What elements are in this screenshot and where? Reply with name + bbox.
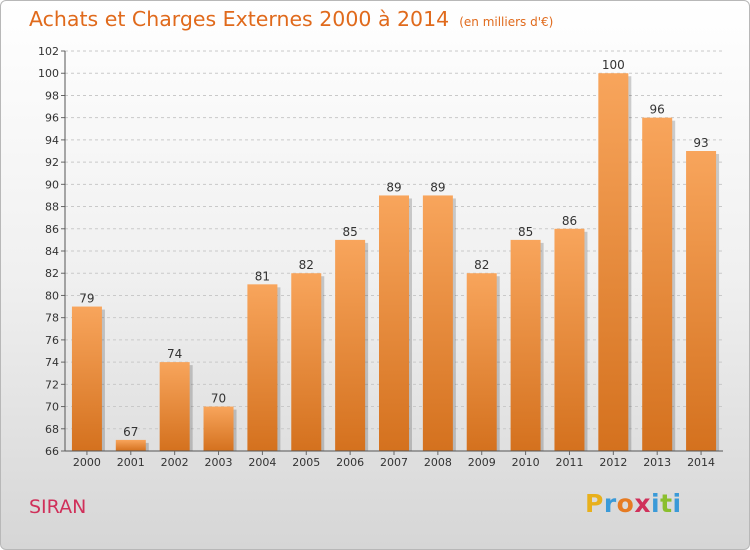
chart-title: Achats et Charges Externes 2000 à 2014 (e… — [29, 7, 553, 31]
x-tick-label: 2004 — [248, 456, 276, 469]
bar — [335, 239, 366, 451]
logo-letter: P — [585, 489, 604, 518]
y-tick-label: 96 — [45, 112, 59, 125]
x-tick-label: 2006 — [336, 456, 364, 469]
proxiti-logo: Proxiti — [585, 489, 682, 518]
title-text: Achats et Charges Externes 2000 à 2014 — [29, 7, 450, 31]
y-tick-label: 78 — [45, 312, 59, 325]
logo-letter: x — [634, 489, 651, 518]
y-tick-label: 80 — [45, 289, 59, 302]
bar — [510, 239, 541, 451]
commune-name: SIRAN — [29, 496, 87, 518]
y-tick-label: 70 — [45, 401, 59, 414]
bar — [642, 117, 673, 452]
bar-value-label: 82 — [474, 258, 489, 272]
bar-value-label: 86 — [562, 214, 577, 228]
bar — [466, 273, 497, 451]
x-tick-label: 2005 — [292, 456, 320, 469]
y-tick-label: 66 — [45, 445, 59, 458]
bar — [554, 228, 585, 451]
bar-value-label: 70 — [211, 392, 226, 406]
bar — [379, 195, 409, 451]
bar — [598, 73, 629, 451]
y-tick-label: 100 — [38, 67, 59, 80]
logo-letter: o — [616, 489, 635, 518]
bar — [159, 362, 190, 451]
x-tick-label: 2000 — [73, 456, 101, 469]
y-tick-label: 98 — [45, 89, 59, 102]
y-tick-label: 72 — [45, 378, 59, 391]
bar-value-label: 89 — [386, 180, 401, 194]
bar-value-label: 85 — [342, 225, 357, 239]
bar — [291, 273, 322, 451]
x-tick-label: 2013 — [643, 456, 671, 469]
x-tick-label: 2009 — [468, 456, 496, 469]
y-tick-label: 76 — [45, 334, 59, 347]
x-tick-label: 2010 — [512, 456, 540, 469]
bars: 79 67 74 70 81 82 85 89 89 82 85 86 100 96 93 — [71, 58, 720, 452]
logo-letter: r — [603, 489, 617, 518]
bar-value-label: 85 — [518, 225, 533, 239]
logo-letter: t — [660, 489, 673, 518]
x-tick-label: 2001 — [117, 456, 145, 469]
y-tick-label: 88 — [45, 201, 59, 214]
unit-label: (en milliers d'€) — [459, 15, 554, 29]
bar-value-label: 79 — [79, 292, 94, 306]
x-tick-label: 2008 — [424, 456, 452, 469]
y-tick-label: 74 — [45, 356, 59, 369]
bar-value-label: 82 — [299, 258, 314, 272]
y-tick-label: 82 — [45, 267, 59, 280]
y-tick-label: 94 — [45, 134, 59, 147]
axes: 66 68 70 72 74 76 78 80 82 84 86 88 90 92 94 96 98 100 102… — [38, 45, 723, 469]
bar — [686, 151, 717, 451]
bar — [203, 406, 234, 451]
x-tick-label: 2002 — [161, 456, 189, 469]
bar-value-label: 93 — [693, 136, 708, 150]
x-tick-label: 2011 — [555, 456, 583, 469]
y-tick-label: 84 — [45, 245, 59, 258]
bar — [247, 284, 278, 451]
bar-value-label: 89 — [430, 180, 445, 194]
bar-value-label: 67 — [123, 425, 138, 439]
x-tick-label: 2012 — [599, 456, 627, 469]
x-tick-label: 2003 — [205, 456, 233, 469]
y-tick-label: 68 — [45, 423, 59, 436]
y-tick-label: 92 — [45, 156, 59, 169]
x-tick-label: 2007 — [380, 456, 408, 469]
bar-value-label: 74 — [167, 347, 182, 361]
bar-value-label: 81 — [255, 269, 270, 283]
logo-letter: i — [651, 489, 661, 518]
bar — [71, 306, 102, 451]
bar — [115, 439, 146, 451]
logo-letter: i — [672, 489, 682, 518]
bar-value-label: 100 — [602, 58, 625, 72]
y-tick-label: 102 — [38, 45, 59, 58]
bar-value-label: 96 — [650, 103, 665, 117]
y-tick-label: 90 — [45, 178, 59, 191]
x-tick-label: 2014 — [687, 456, 715, 469]
y-tick-label: 86 — [45, 223, 59, 236]
bar — [422, 195, 453, 451]
